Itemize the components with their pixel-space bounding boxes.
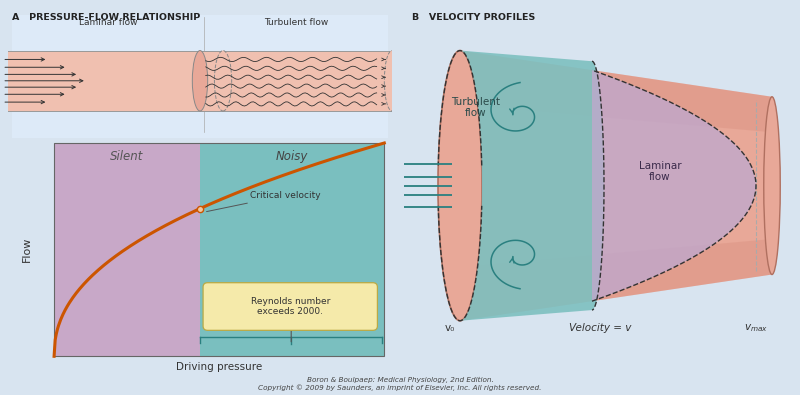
Text: B   VELOCITY PROFILES: B VELOCITY PROFILES [412,13,535,22]
Text: Reynolds number
exceeds 2000.: Reynolds number exceeds 2000. [250,297,330,316]
Text: Laminar flow: Laminar flow [78,18,137,27]
Ellipse shape [764,97,780,275]
Polygon shape [592,70,756,301]
Bar [200,51,392,111]
Text: Turbulent
flow: Turbulent flow [451,97,501,118]
Bar [0,51,223,111]
Ellipse shape [214,51,232,111]
Ellipse shape [438,51,482,321]
Ellipse shape [0,51,2,111]
Bar [54,143,200,356]
Text: v₀: v₀ [445,322,455,333]
Polygon shape [460,239,772,321]
Text: Laminar
flow: Laminar flow [638,161,682,182]
Text: A   PRESSURE-FLOW RELATIONSHIP: A PRESSURE-FLOW RELATIONSHIP [12,13,200,22]
Polygon shape [460,51,604,321]
Ellipse shape [384,51,400,111]
Text: Velocity = v: Velocity = v [569,322,631,333]
Text: $v_{max}$: $v_{max}$ [744,322,768,334]
Ellipse shape [192,51,208,111]
Bar [54,143,384,356]
Bar [200,143,384,356]
Text: Critical velocity: Critical velocity [206,191,321,212]
Text: Boron & Boulpaep: Medical Physiology, 2nd Edition.
Copyright © 2009 by Saunders,: Boron & Boulpaep: Medical Physiology, 2n… [258,377,542,391]
Text: Noisy: Noisy [276,150,308,163]
Text: Turbulent flow: Turbulent flow [264,18,328,27]
Text: Flow: Flow [22,237,32,262]
Text: Driving pressure: Driving pressure [176,362,262,372]
FancyBboxPatch shape [12,15,388,138]
Text: Silent: Silent [110,150,144,163]
Polygon shape [460,51,772,132]
FancyBboxPatch shape [203,283,378,330]
Polygon shape [460,51,772,321]
